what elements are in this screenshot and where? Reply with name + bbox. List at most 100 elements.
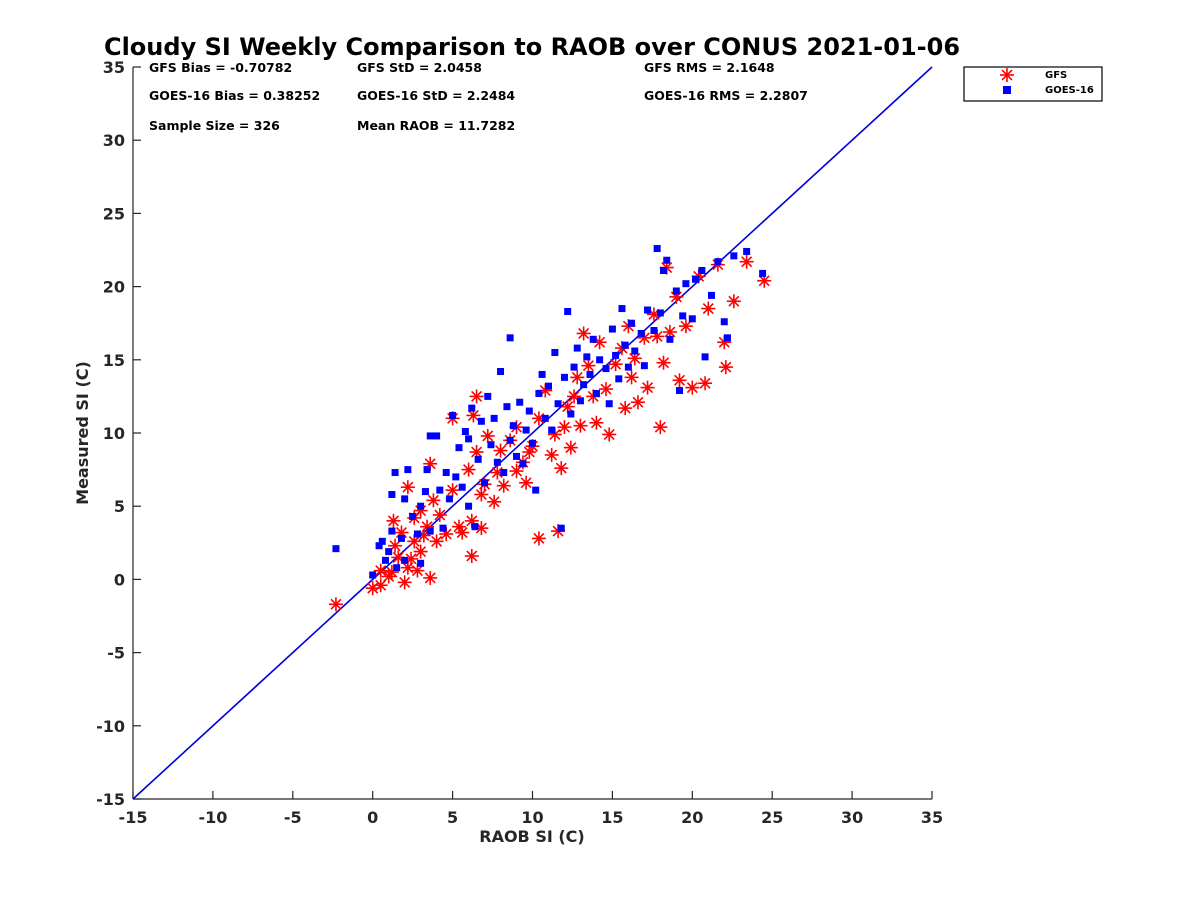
goes16-point — [461, 428, 469, 436]
chart-title: Cloudy SI Weekly Comparison to RAOB over… — [104, 33, 960, 61]
goes16-point — [468, 404, 476, 412]
gfs-point — [413, 544, 428, 559]
goes16-point — [519, 460, 527, 468]
stat-gfs-bias: GFS Bias = -0.70782 — [149, 60, 292, 75]
goes16-point — [672, 287, 680, 295]
goes16-point — [538, 370, 546, 378]
y-axis-label: Measured SI (C) — [73, 361, 92, 505]
goes16-point — [618, 305, 626, 313]
goes16-point — [637, 329, 645, 337]
gfs-point — [544, 447, 559, 462]
goes16-point — [426, 527, 434, 535]
goes16-point — [573, 344, 581, 352]
goes16-point — [397, 534, 405, 542]
y-tick-label: 0 — [114, 570, 125, 589]
goes16-point — [679, 312, 687, 320]
gfs-point — [739, 254, 754, 269]
x-tick-label: -5 — [284, 808, 302, 827]
y-tick-label: 25 — [103, 204, 125, 223]
stat-gfs-std: GFS StD = 2.0458 — [357, 60, 482, 75]
goes16-point — [445, 495, 453, 503]
gfs-point — [563, 440, 578, 455]
gfs-point — [630, 395, 645, 410]
gfs-point — [496, 478, 511, 493]
gfs-point — [726, 294, 741, 309]
goes16-point — [409, 512, 417, 520]
stat-mean-raob: Mean RAOB = 11.7282 — [357, 118, 515, 133]
gfs-point — [581, 358, 596, 373]
goes16-point — [497, 368, 505, 376]
x-tick-label: 20 — [681, 808, 703, 827]
goes16-point — [506, 436, 514, 444]
goes16-point — [484, 392, 492, 400]
x-tick-label: 5 — [447, 808, 458, 827]
goes16-point — [656, 309, 664, 317]
goes16-point — [707, 291, 715, 299]
legend-box — [963, 66, 1103, 102]
goes16-point — [730, 252, 738, 260]
gfs-point — [656, 355, 671, 370]
gfs-point — [432, 507, 447, 522]
gfs-point — [624, 370, 639, 385]
goes16-point — [650, 327, 658, 335]
goes16-point — [551, 348, 559, 356]
goes16-point — [465, 435, 473, 443]
goes16-point — [691, 275, 699, 283]
gfs-point — [386, 513, 401, 528]
goes16-point — [506, 334, 514, 342]
identity-reference-line — [132, 66, 933, 800]
goes16-point — [688, 315, 696, 323]
goes16-point — [644, 306, 652, 314]
goes16-point — [628, 319, 636, 327]
goes16-point — [592, 389, 600, 397]
gfs-point — [718, 360, 733, 375]
gfs-point — [573, 418, 588, 433]
goes16-point — [567, 410, 575, 418]
legend-gfs-asterisk — [1000, 68, 1014, 82]
gfs-point — [397, 575, 412, 590]
y-tick-label: 20 — [103, 278, 125, 297]
y-tick-label: -15 — [96, 790, 125, 809]
gfs-point — [554, 461, 569, 476]
goes16-point — [631, 347, 639, 355]
goes16-point — [660, 266, 668, 274]
goes16-point — [465, 502, 473, 510]
gfs-point — [328, 597, 343, 612]
goes16-point — [393, 564, 401, 572]
goes16-point — [525, 407, 533, 415]
goes16-point — [608, 325, 616, 333]
gfs-point — [698, 376, 713, 391]
gfs-point — [407, 534, 422, 549]
gfs-point — [373, 578, 388, 593]
goes16-point — [532, 486, 540, 494]
gfs-point — [531, 531, 546, 546]
goes16-point — [426, 432, 434, 440]
gfs-point — [589, 415, 604, 430]
goes16-point — [433, 432, 441, 440]
gfs-point — [455, 525, 470, 540]
stat-gfs-rms: GFS RMS = 2.1648 — [644, 60, 775, 75]
goes16-point — [570, 363, 578, 371]
stats-annotations: GFS Bias = -0.70782 GFS StD = 2.0458 GFS… — [149, 60, 808, 133]
goes16-point — [516, 398, 524, 406]
goes16-point — [663, 256, 671, 264]
x-tick-label: 35 — [921, 808, 943, 827]
gfs-point — [461, 462, 476, 477]
goes16-point — [381, 556, 389, 564]
x-tick-label: 25 — [761, 808, 783, 827]
goes16-point — [500, 469, 508, 477]
gfs-point — [557, 420, 572, 435]
goes16-point — [698, 266, 706, 274]
goes16-point — [401, 556, 409, 564]
gfs-point — [653, 420, 668, 435]
goes16-point — [557, 524, 565, 532]
goes16-point — [442, 469, 450, 477]
goes16-point — [522, 426, 530, 434]
gfs-point — [602, 427, 617, 442]
gfs-point — [469, 389, 484, 404]
goes16-point — [509, 422, 517, 430]
goes16-point — [602, 365, 610, 373]
goes16-point — [388, 490, 396, 498]
y-tick-label: 30 — [103, 131, 125, 150]
